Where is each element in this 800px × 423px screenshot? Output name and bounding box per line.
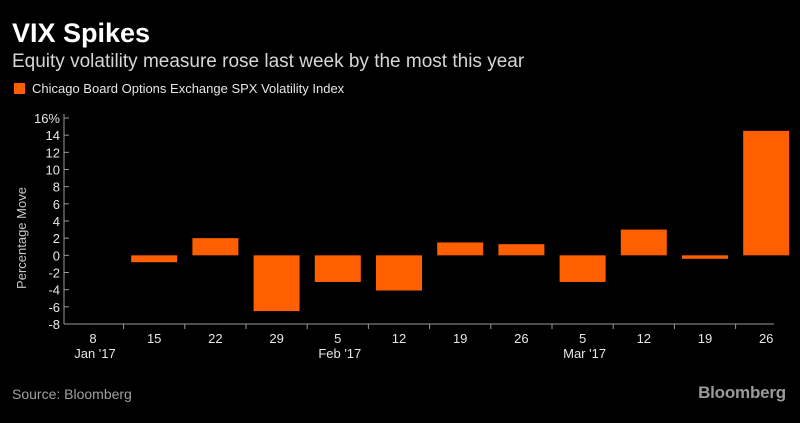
legend: Chicago Board Options Exchange SPX Volat… (14, 81, 344, 96)
y-tick-label: 8 (53, 180, 60, 195)
y-tick-label: 10 (46, 163, 60, 178)
bar (743, 130, 790, 256)
x-tick-label: 22 (208, 331, 222, 346)
y-tick-label: 4 (53, 214, 60, 229)
source-note: Source: Bloomberg (12, 386, 132, 402)
bar (559, 255, 606, 282)
x-tick-label: 19 (453, 331, 467, 346)
y-tick-label: -6 (48, 300, 60, 315)
bar (437, 242, 484, 256)
bloomberg-logo: Bloomberg (698, 383, 786, 402)
y-axis-label: Percentage Move (14, 187, 29, 289)
bar (192, 238, 239, 256)
bar (498, 244, 545, 256)
legend-label: Chicago Board Options Exchange SPX Volat… (32, 81, 345, 96)
x-tick-label: 19 (698, 331, 712, 346)
y-tick-label: -2 (48, 266, 60, 281)
y-tick-label: 12 (46, 145, 60, 160)
x-tick-label: 29 (269, 331, 283, 346)
y-tick-label: -8 (48, 317, 60, 332)
chart-subtitle: Equity volatility measure rose last week… (12, 51, 525, 72)
bar (376, 255, 422, 291)
x-month-label: Feb '17 (318, 346, 361, 361)
chart-title: VIX Spikes (12, 18, 151, 48)
bar (682, 255, 728, 259)
y-tick-label: 2 (53, 231, 60, 246)
bar (620, 229, 667, 256)
x-tick-label: 8 (89, 331, 96, 346)
y-tick-label: -4 (48, 283, 60, 298)
x-tick-label: 5 (334, 331, 341, 346)
x-tick-label: 15 (147, 331, 161, 346)
x-tick-label: 26 (514, 331, 528, 346)
y-tick-label: 14 (46, 128, 60, 143)
x-month-label: Mar '17 (563, 346, 606, 361)
bar (253, 255, 300, 312)
bar (314, 255, 361, 282)
x-tick-label: 26 (759, 331, 773, 346)
y-tick-label: 16% (34, 111, 60, 126)
x-tick-label: 12 (392, 331, 406, 346)
y-tick-label: 0 (53, 248, 60, 263)
x-month-label: Jan '17 (74, 346, 116, 361)
legend-swatch (14, 83, 25, 94)
bar (131, 255, 178, 263)
y-tick-label: 6 (53, 197, 60, 212)
x-tick-label: 12 (637, 331, 651, 346)
x-tick-label: 5 (579, 331, 586, 346)
